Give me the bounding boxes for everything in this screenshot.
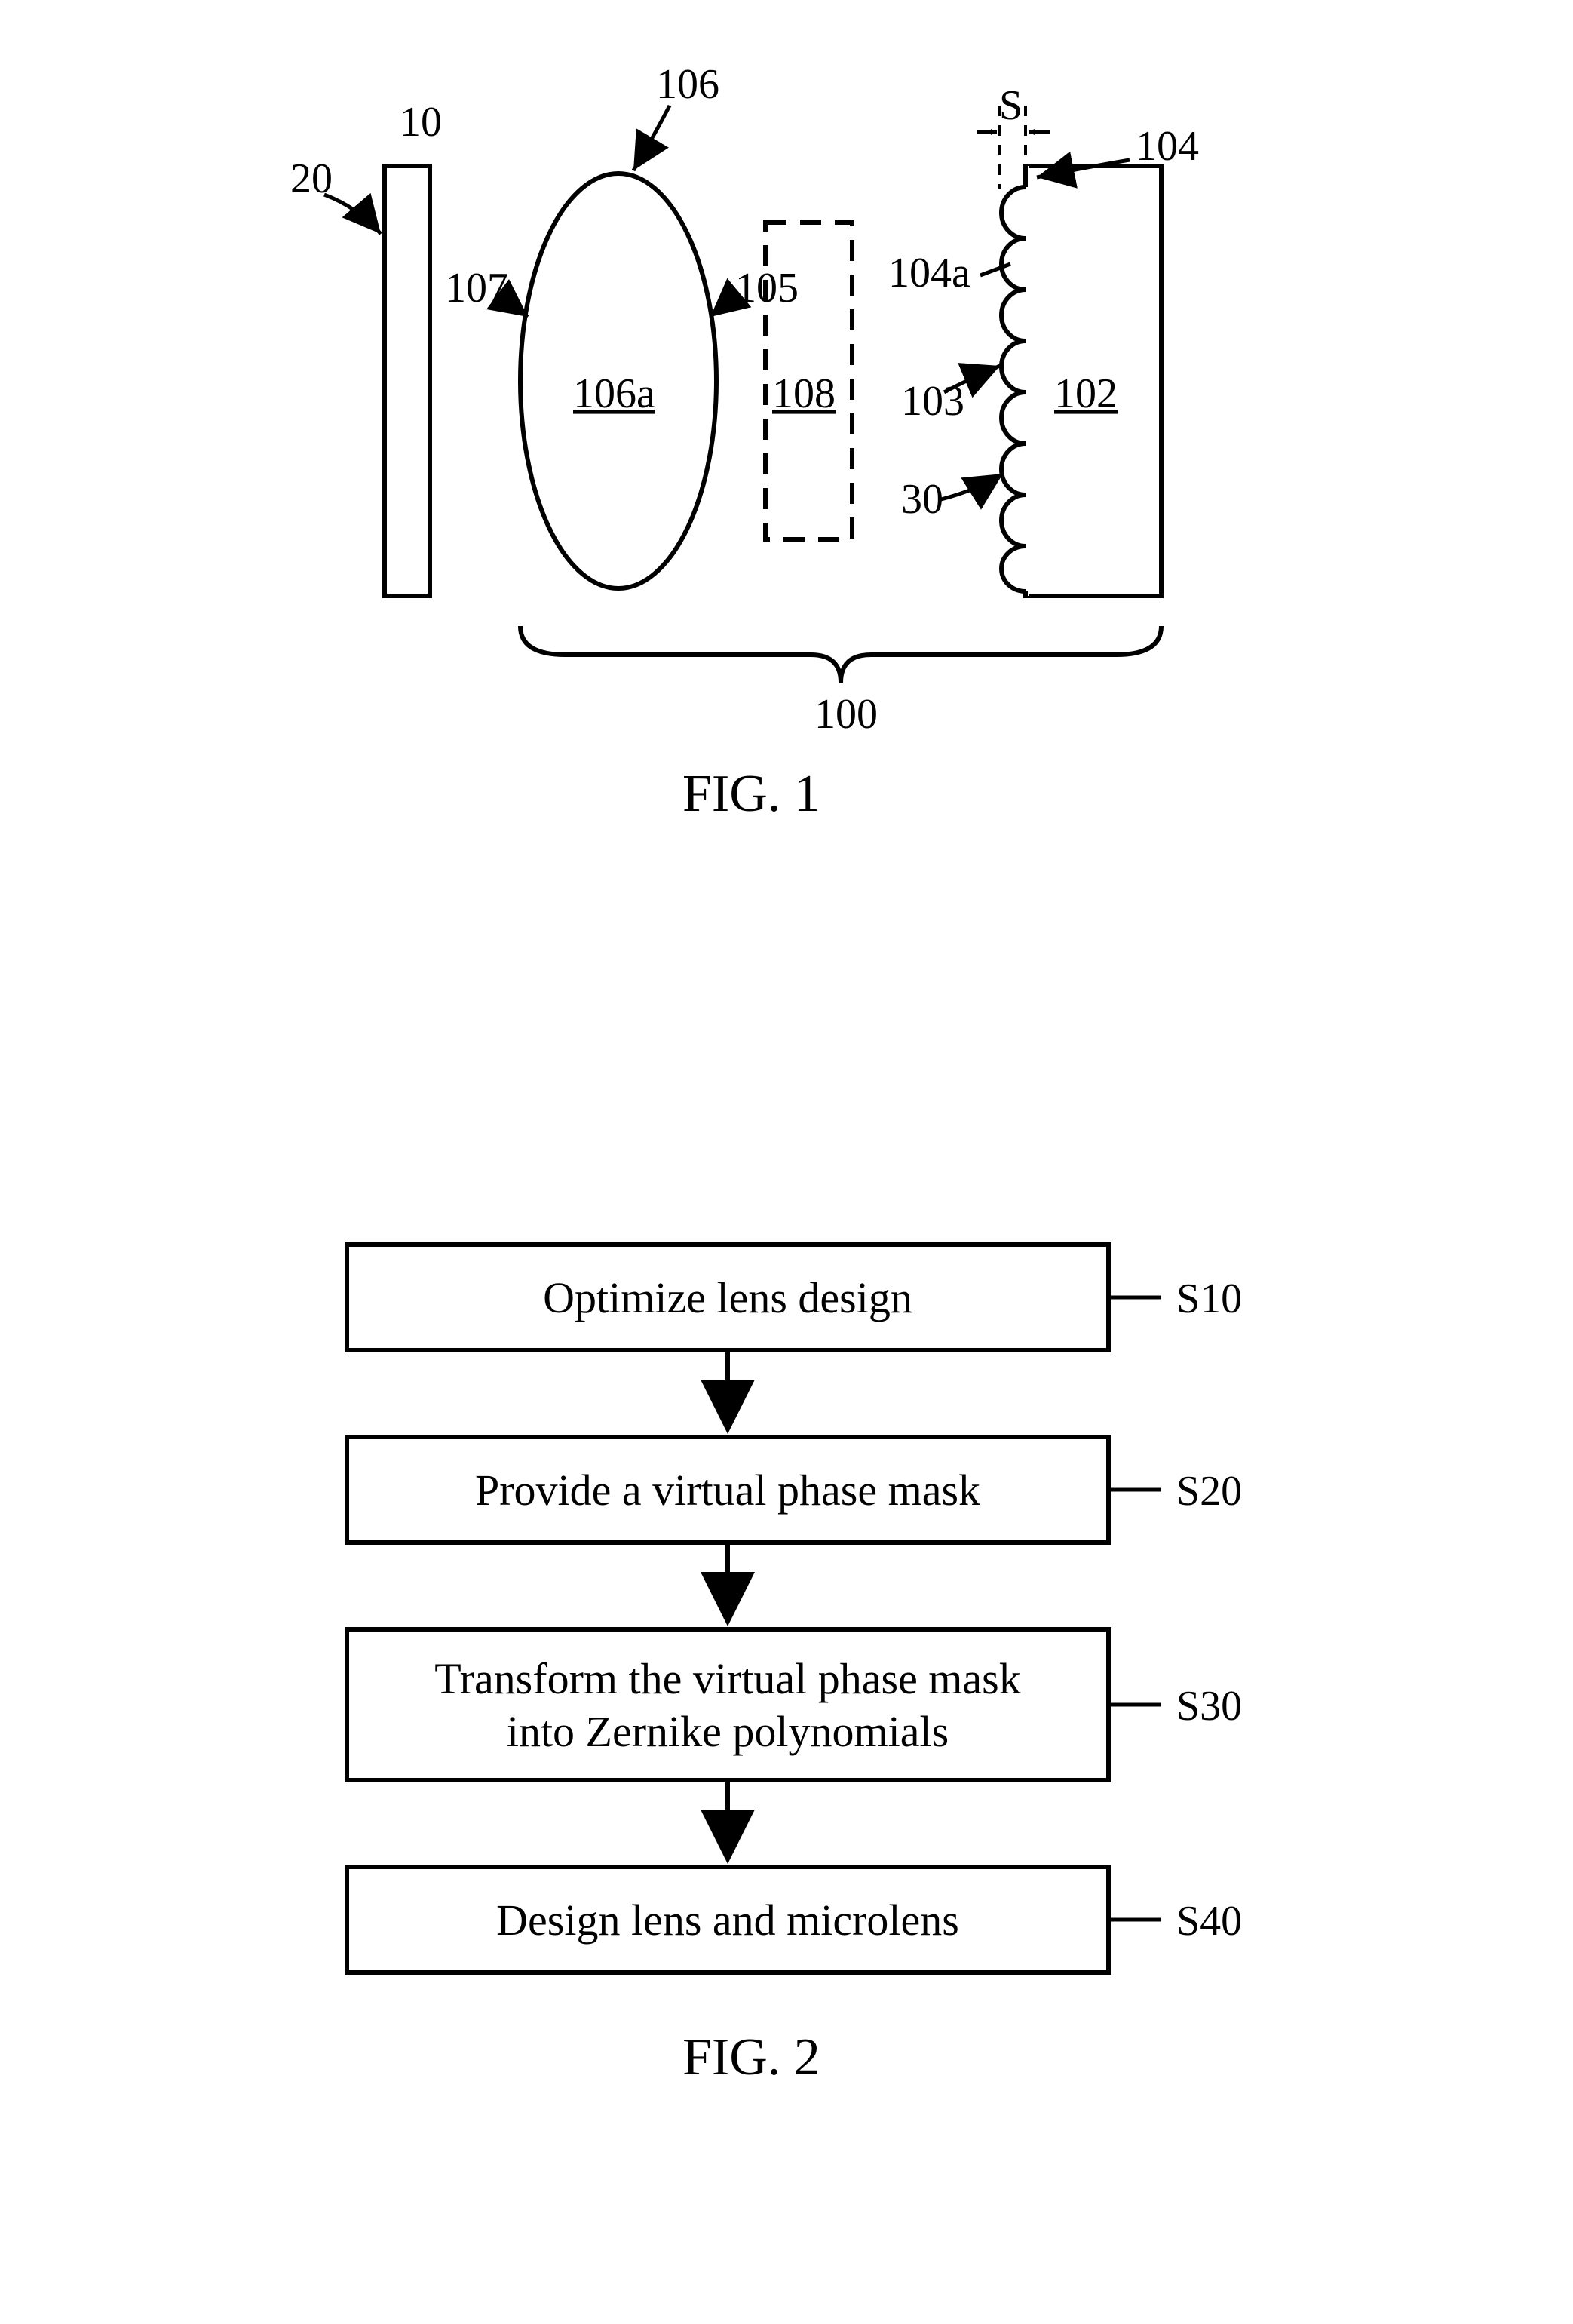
label-20: 20 <box>290 155 333 202</box>
svg-text:Transform the virtual phase ma: Transform the virtual phase mask <box>434 1654 1021 1703</box>
label-100: 100 <box>814 691 878 738</box>
svg-text:S40: S40 <box>1176 1898 1242 1945</box>
brace-100 <box>520 626 1161 683</box>
figure-2: Optimize lens design S10 Provide a virtu… <box>0 1018 1573 2225</box>
svg-text:Design lens and microlens: Design lens and microlens <box>496 1896 959 1945</box>
svg-text:Provide a virtual phase mask: Provide a virtual phase mask <box>475 1466 980 1515</box>
microlens-array <box>1001 166 1029 596</box>
figure-1-caption: FIG. 1 <box>682 765 820 823</box>
figure-1: 20 10 106 107 105 106a 108 S 104 104a 10… <box>0 0 1573 867</box>
cover-glass <box>385 166 430 596</box>
label-105: 105 <box>735 265 799 312</box>
step-s30: Transform the virtual phase mask into Ze… <box>347 1629 1242 1780</box>
svg-text:S10: S10 <box>1176 1276 1242 1322</box>
label-108: 108 <box>772 370 836 417</box>
label-10: 10 <box>400 99 442 146</box>
step-s10: Optimize lens design S10 <box>347 1245 1242 1350</box>
page: 20 10 106 107 105 106a 108 S 104 104a 10… <box>0 0 1573 2324</box>
label-106: 106 <box>656 61 719 108</box>
label-s: S <box>999 82 1023 129</box>
svg-text:Optimize lens design: Optimize lens design <box>543 1273 912 1322</box>
figure-2-caption: FIG. 2 <box>682 2028 820 2086</box>
label-107: 107 <box>445 265 508 312</box>
svg-text:into Zernike polynomials: into Zernike polynomials <box>507 1707 949 1756</box>
svg-text:S20: S20 <box>1176 1468 1242 1515</box>
label-102: 102 <box>1054 370 1118 417</box>
svg-text:S30: S30 <box>1176 1683 1242 1730</box>
step-s20: Provide a virtual phase mask S20 <box>347 1437 1242 1543</box>
label-104a: 104a <box>888 250 970 296</box>
step-s40: Design lens and microlens S40 <box>347 1867 1242 1972</box>
label-103: 103 <box>901 378 964 425</box>
label-104: 104 <box>1136 123 1199 170</box>
label-106a: 106a <box>573 370 655 417</box>
label-30: 30 <box>901 476 943 523</box>
